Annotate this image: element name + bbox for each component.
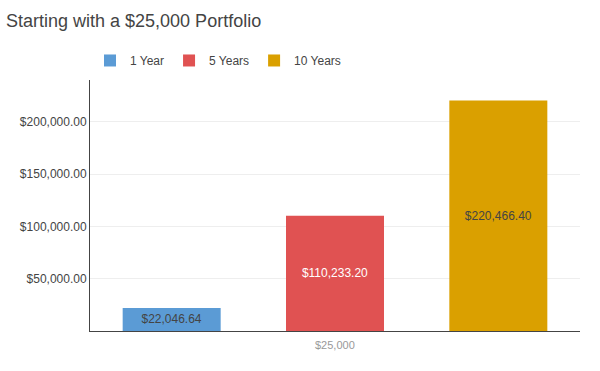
svg-text:$110,233.20: $110,233.20 xyxy=(302,266,368,280)
svg-text:1 Year: 1 Year xyxy=(130,54,164,68)
svg-text:10 Years: 10 Years xyxy=(294,54,341,68)
svg-text:$200,000.00: $200,000.00 xyxy=(20,115,87,129)
svg-text:$50,000.00: $50,000.00 xyxy=(27,272,87,286)
svg-text:5 Years: 5 Years xyxy=(209,54,249,68)
svg-text:Starting with a $25,000 Portfo: Starting with a $25,000 Portfolio xyxy=(6,11,261,31)
svg-text:$22,046.64: $22,046.64 xyxy=(141,312,201,326)
svg-text:$100,000.00: $100,000.00 xyxy=(20,220,87,234)
svg-text:$220,466.40: $220,466.40 xyxy=(465,209,532,223)
svg-text:$25,000: $25,000 xyxy=(315,339,355,351)
svg-text:$150,000.00: $150,000.00 xyxy=(20,167,87,181)
